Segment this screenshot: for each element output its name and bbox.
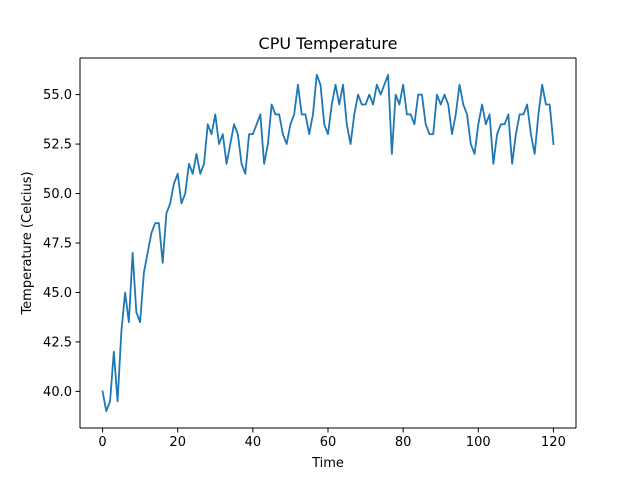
- y-axis-label: Temperature (Celcius): [20, 171, 35, 315]
- x-tick-label: 120: [541, 435, 566, 450]
- x-tick-label: 40: [245, 435, 262, 450]
- y-tick-label: 45.0: [43, 286, 72, 301]
- x-tick-label: 80: [395, 435, 412, 450]
- x-tick-label: 20: [169, 435, 186, 450]
- y-tick-label: 40.0: [43, 385, 72, 400]
- x-tick-label: 0: [98, 435, 106, 450]
- x-tick-label: 60: [320, 435, 337, 450]
- plot-area: 0 20 40 60 80 100 120 40.0 42.5 45.0 47.5 50.0 52.5 5…: [43, 57, 577, 450]
- y-tick-label: 50.0: [43, 187, 72, 202]
- y-tick-label: 55.0: [43, 88, 72, 103]
- y-tick-label: 47.5: [43, 237, 72, 252]
- x-tick-label: 100: [466, 435, 491, 450]
- series-line-0: [101, 73, 555, 413]
- x-axis-label: Time: [311, 456, 344, 471]
- chart-title: CPU Temperature: [259, 34, 398, 53]
- y-tick-label: 52.5: [43, 138, 72, 153]
- y-tick-label: 42.5: [43, 335, 72, 350]
